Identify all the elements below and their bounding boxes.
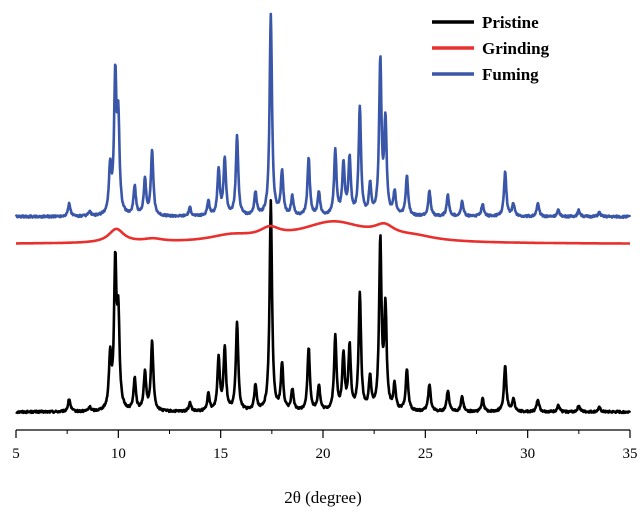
legend: Pristine Grinding Fuming (432, 13, 550, 84)
series-line-grinding (15, 220, 631, 245)
plot-lines (14, 12, 632, 415)
x-tick-label-10: 10 (111, 446, 126, 462)
legend-label-fuming: Fuming (482, 65, 539, 84)
x-axis-title: 2θ (degree) (284, 488, 362, 507)
series-line-fuming (14, 12, 632, 219)
x-tick-label-25: 25 (418, 446, 433, 462)
x-tick-label-15: 15 (213, 446, 228, 462)
x-tick-label-35: 35 (623, 446, 638, 462)
legend-label-pristine: Pristine (482, 13, 539, 32)
x-tick-label-30: 30 (520, 446, 535, 462)
x-tick-label-5: 5 (12, 446, 20, 462)
x-axis: 5 10 15 20 25 30 35 (12, 429, 638, 462)
x-tick-label-20: 20 (316, 446, 331, 462)
series-line-pristine (15, 199, 632, 415)
legend-label-grinding: Grinding (482, 39, 550, 58)
